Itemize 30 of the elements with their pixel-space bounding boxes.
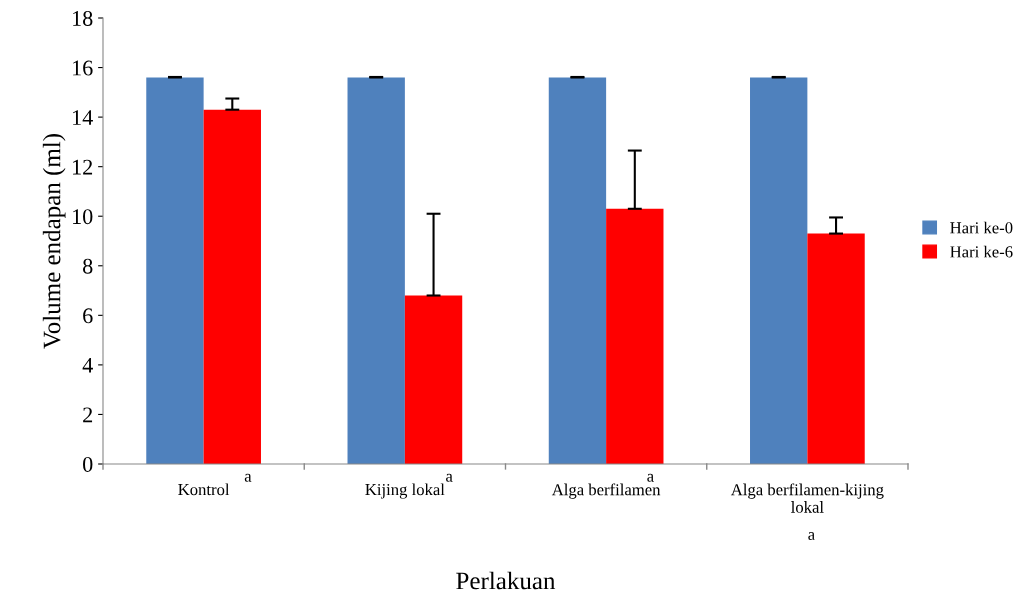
y-tick-label: 16 — [73, 60, 93, 76]
bar — [750, 77, 808, 464]
text: a — [647, 473, 654, 482]
y-axis-title: Volume endapan (ml) — [42, 134, 66, 349]
y-tick-label: 2 — [83, 407, 93, 423]
y-tick-label: 0 — [83, 456, 93, 472]
y-tick-label: 14 — [73, 110, 93, 125]
y-tick-label: 10 — [73, 209, 93, 225]
x-tick-label: Alga berfilamen — [551, 483, 661, 499]
y-tick-label: 4 — [82, 357, 93, 373]
text: a — [244, 473, 252, 482]
text: a — [808, 532, 815, 541]
text: a — [446, 473, 453, 482]
bar — [606, 208, 664, 464]
legend-label: Hari ke-6 — [950, 245, 1013, 258]
bar — [347, 77, 405, 464]
x-tick-label: Alga berfilamen-kijing lokal — [730, 483, 884, 513]
bar — [146, 77, 204, 464]
x-tick-label: Kontrol — [178, 483, 230, 496]
bar — [548, 77, 607, 464]
x-tick-label: Kijing lokal — [365, 483, 445, 499]
y-tick-label: 8 — [83, 258, 93, 274]
x-axis-title: Perlakuan — [456, 571, 556, 590]
bar — [404, 295, 463, 464]
bar — [203, 109, 261, 464]
bar — [807, 233, 865, 464]
y-tick-label: 12 — [73, 159, 93, 175]
y-tick-label: 6 — [83, 308, 93, 324]
y-tick-label: 18 — [73, 10, 93, 26]
legend-label: Hari ke-0 — [950, 221, 1013, 234]
